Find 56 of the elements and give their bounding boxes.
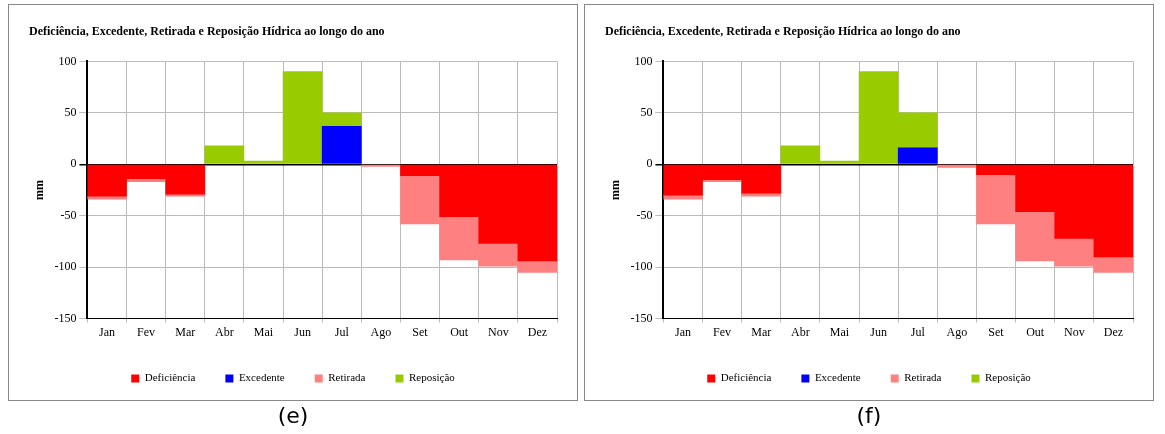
legend-label: Excedente	[814, 371, 861, 384]
x-tick-label: Jul	[334, 324, 350, 339]
y-tick-label: -100	[630, 259, 653, 274]
x-tick-label: Jan	[98, 324, 115, 339]
legend-label: Reposição	[408, 371, 456, 384]
y-tick-label: 0	[70, 156, 77, 171]
y-tick-label: 0	[646, 156, 653, 171]
y-tick-label: 50	[640, 105, 653, 119]
y-tick-label: -50	[636, 207, 653, 222]
bar	[165, 193, 206, 197]
legend-label: Deficiência	[144, 371, 196, 384]
y-tick-label: -150	[630, 310, 653, 325]
y-tick-label: -50	[60, 207, 77, 222]
y-tick-label: 100	[58, 53, 77, 68]
x-tick-label: Abr	[791, 324, 810, 339]
chart-title: Deficiência, Excedente, Retirada e Reposição Hídrica ao longo do ano	[29, 24, 385, 39]
y-axis-title: mm	[32, 180, 47, 200]
legend-label: Reposição	[984, 371, 1032, 384]
bar	[897, 147, 938, 164]
x-tick-label: Mar	[175, 324, 196, 339]
x-tick-label: Dez	[527, 324, 548, 339]
legend-label: Deficiência	[720, 371, 772, 384]
x-tick-label: Ago	[370, 324, 392, 339]
x-tick-label: Abr	[215, 324, 234, 339]
x-tick-label: Mai	[829, 324, 850, 339]
x-tick-label: Jan	[674, 324, 691, 339]
y-axis-title: mm	[608, 180, 623, 200]
x-tick-label: Jul	[910, 324, 926, 339]
x-tick-label: Set	[412, 324, 429, 339]
text: (e)	[276, 403, 310, 428]
legend-label: Retirada	[904, 371, 942, 384]
x-tick-label: Mai	[253, 324, 274, 339]
bar	[663, 194, 703, 200]
x-tick-label: Mar	[751, 324, 772, 339]
y-tick-label: -150	[54, 310, 77, 325]
y-tick-label: 100	[634, 53, 653, 68]
x-tick-label: Out	[1026, 324, 1045, 339]
legend-label: Excedente	[238, 371, 285, 384]
x-tick-label: Nov	[487, 324, 509, 339]
x-tick-label: Fev	[137, 324, 156, 339]
x-tick-label: Set	[988, 324, 1005, 339]
x-tick-label: Fev	[713, 324, 732, 339]
x-tick-label: Jun	[870, 324, 887, 339]
legend-label: Retirada	[328, 371, 366, 384]
x-tick-label: Out	[450, 324, 469, 339]
bar	[321, 125, 362, 164]
text: (f)	[855, 403, 883, 428]
y-tick-label: 50	[64, 105, 77, 119]
x-tick-label: Jun	[294, 324, 311, 339]
x-tick-label: Ago	[946, 324, 968, 339]
x-tick-label: Dez	[1103, 324, 1124, 339]
chart-title: Deficiência, Excedente, Retirada e Reposição Hídrica ao longo do ano	[605, 24, 961, 39]
bar	[741, 192, 782, 197]
bar	[937, 164, 977, 168]
y-tick-label: -100	[54, 259, 77, 274]
x-tick-label: Nov	[1063, 324, 1085, 339]
